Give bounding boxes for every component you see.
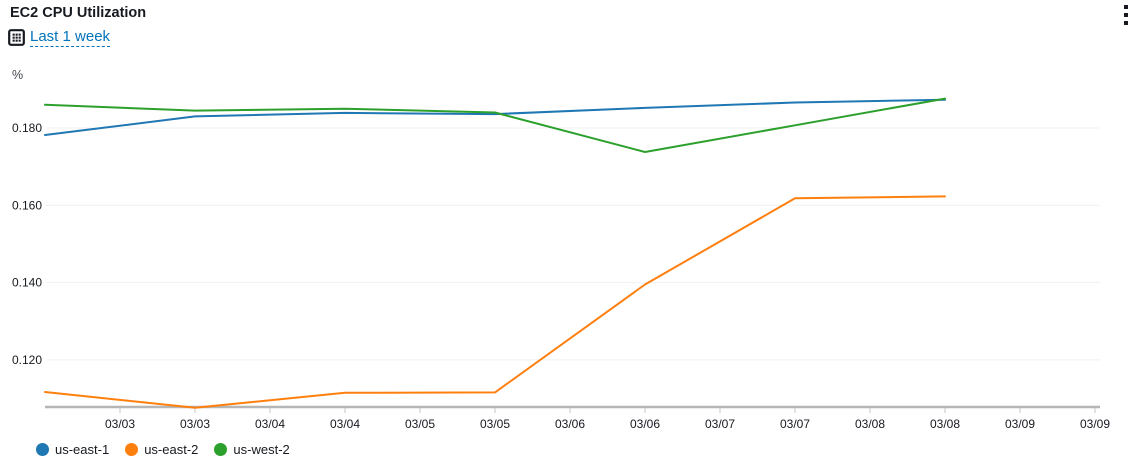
y-axis-unit-label: % <box>12 68 23 82</box>
legend-item-us-west-2[interactable]: us-west-2 <box>214 442 290 457</box>
chart-legend: us-east-1 us-east-2 us-west-2 <box>36 442 290 457</box>
x-axis-tick-label: 03/05 <box>480 417 510 431</box>
x-axis-tick-label: 03/09 <box>1005 417 1035 431</box>
legend-color-dot <box>36 443 49 456</box>
widget-title: EC2 CPU Utilization <box>10 5 147 21</box>
x-axis-tick-label: 03/06 <box>630 417 660 431</box>
series-line-us-east-2 <box>44 195 946 409</box>
x-axis-tick-label: 03/05 <box>405 417 435 431</box>
widget-header: EC2 CPU Utilization <box>10 5 146 22</box>
widget-menu-button[interactable] <box>1119 4 1133 30</box>
x-axis-tick-label: 03/08 <box>855 417 885 431</box>
vertical-ellipsis-icon <box>1124 13 1128 17</box>
legend-label: us-east-1 <box>55 442 110 457</box>
x-axis-tick-label: 03/03 <box>105 417 135 431</box>
x-axis-tick-label: 03/07 <box>780 417 810 431</box>
y-axis-tick-label: 0.140 <box>12 276 42 290</box>
y-axis-tick-label: 0.160 <box>12 198 42 212</box>
vertical-ellipsis-icon <box>1124 5 1128 9</box>
legend-color-dot <box>214 443 228 456</box>
x-axis-tick-label: 03/09 <box>1080 417 1110 431</box>
x-axis-tick-label: 03/04 <box>330 417 360 431</box>
legend-label: us-east-2 <box>144 442 199 457</box>
calendar-icon <box>8 29 25 46</box>
x-axis-tick-label: 03/04 <box>255 417 285 431</box>
series-line-us-east-1 <box>44 98 946 136</box>
series-line-us-west-2 <box>44 97 946 153</box>
x-axis-tick-label: 03/08 <box>930 417 960 431</box>
cpu-utilization-chart: % 0.180 0.160 0.140 0.120 03/03 03/03 03/04 03/0… <box>0 60 1140 440</box>
legend-item-us-east-2[interactable]: us-east-2 <box>125 442 198 457</box>
legend-item-us-east-1[interactable]: us-east-1 <box>36 442 109 457</box>
x-axis-tick-label: 03/03 <box>180 417 210 431</box>
x-axis-tick-label: 03/07 <box>705 417 735 431</box>
y-axis-tick-label: 0.120 <box>12 353 42 367</box>
x-axis-tick-label: 03/06 <box>555 417 585 431</box>
legend-color-dot <box>125 443 139 456</box>
time-range-link[interactable]: Last 1 week <box>30 28 111 47</box>
vertical-ellipsis-icon <box>1124 21 1128 25</box>
y-axis-tick-label: 0.180 <box>12 121 42 135</box>
legend-label: us-west-2 <box>233 442 290 457</box>
time-range-control[interactable]: Last 1 week <box>8 28 111 47</box>
